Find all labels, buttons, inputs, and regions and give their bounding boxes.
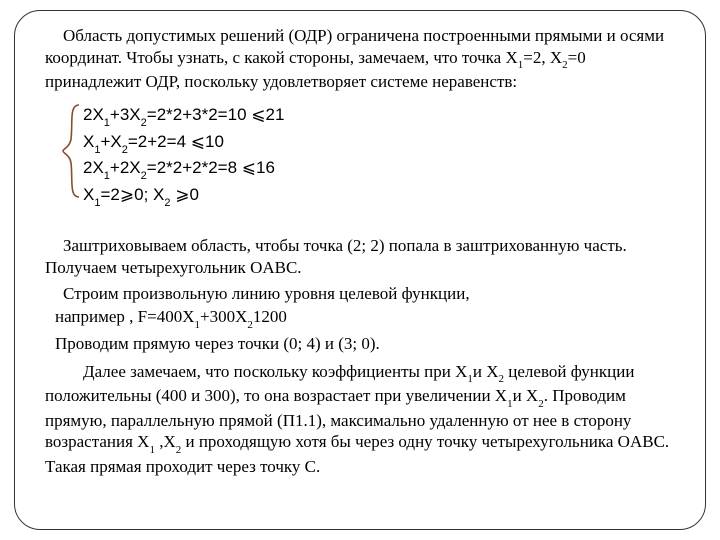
t: ,X: [155, 432, 176, 451]
t: 2: [164, 197, 170, 209]
t: 2: [176, 444, 182, 456]
paragraph-3: Строим произвольную линию уровня целевой…: [45, 283, 683, 305]
t: 1: [195, 319, 201, 331]
t: 1: [507, 398, 513, 410]
t: 2X: [83, 105, 104, 124]
t: =2*2+2*2=8: [147, 158, 242, 177]
t: 0: [189, 185, 198, 204]
t: =2: [100, 185, 119, 204]
t: +X: [100, 132, 121, 151]
t: 2: [122, 144, 128, 156]
t: и X: [473, 362, 499, 381]
sub-1: 1: [518, 59, 524, 71]
inequality-row-3: 2X1+2X2=2*2+2*2=8 ⩽16: [83, 156, 683, 183]
t: например , F=400X: [55, 307, 195, 326]
t: 1: [94, 197, 100, 209]
sub-2: 2: [562, 59, 568, 71]
t: ⩾: [120, 185, 134, 204]
t: ⩾: [175, 185, 189, 204]
t: 16: [256, 158, 275, 177]
inequality-system: 2X1+3X2=2*2+3*2=10 ⩽21 X1+X2=2+2=4 ⩽10 2…: [83, 103, 683, 209]
paragraph-5: Проводим прямую через точки (0; 4) и (3;…: [45, 333, 683, 355]
t: ⩽: [191, 132, 205, 151]
t: 1: [104, 117, 110, 129]
t: 1: [149, 444, 155, 456]
inequality-row-2: X1+X2=2+2=4 ⩽10: [83, 130, 683, 157]
t: 2: [499, 373, 505, 385]
paragraph-2: Заштриховываем область, чтобы точка (2; …: [45, 235, 683, 279]
t: 1200: [253, 307, 287, 326]
t: 21: [266, 105, 285, 124]
t: 2X: [83, 158, 104, 177]
t: +2X: [110, 158, 141, 177]
t: =2*2+3*2=10: [147, 105, 251, 124]
t: 1: [104, 170, 110, 182]
inequality-row-4: X1=2⩾0; X2 ⩾0: [83, 183, 683, 210]
t: 2: [247, 319, 253, 331]
t: X: [83, 185, 94, 204]
document-frame: Область допустимых решений (ОДР) огранич…: [14, 10, 706, 530]
paragraph-6: Далее замечаем, что поскольку коэффициен…: [45, 361, 683, 478]
t: 2: [141, 117, 147, 129]
curly-brace-icon: [61, 103, 83, 199]
t: ⩽: [242, 158, 256, 177]
t: X: [83, 132, 94, 151]
t: 1: [467, 373, 473, 385]
t: 10: [205, 132, 224, 151]
t: Далее замечаем, что поскольку коэффициен…: [83, 362, 467, 381]
paragraph-1: Область допустимых решений (ОДР) огранич…: [45, 25, 683, 93]
t: +3X: [110, 105, 141, 124]
t: ⩽: [251, 105, 265, 124]
p1-text-b: =2, X: [523, 48, 562, 67]
t: 2: [538, 398, 544, 410]
t: =2+2=4: [128, 132, 191, 151]
t: +300X: [200, 307, 247, 326]
t: 1: [94, 144, 100, 156]
t: и X: [513, 386, 539, 405]
paragraph-4: например , F=400X1+300X21200: [45, 306, 683, 330]
inequality-row-1: 2X1+3X2=2*2+3*2=10 ⩽21: [83, 103, 683, 130]
t: 0; X: [134, 185, 164, 204]
t: 2: [141, 170, 147, 182]
